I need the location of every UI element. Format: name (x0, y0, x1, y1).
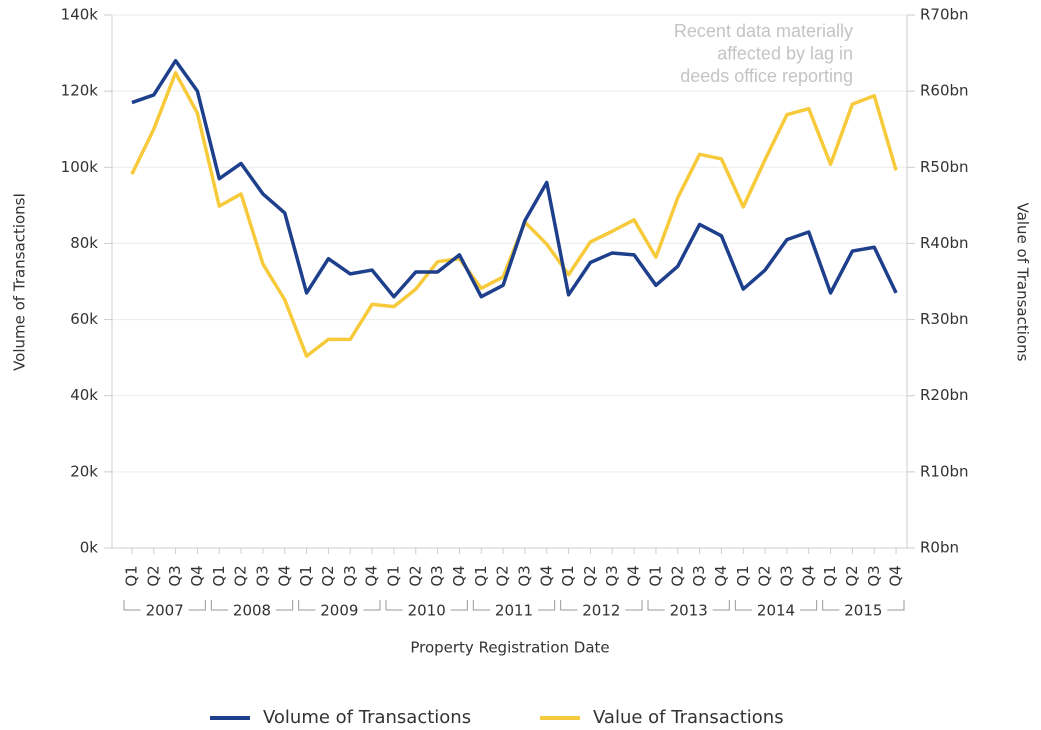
x-tick-label: Q1 (472, 565, 490, 586)
x-tick-label: Q3 (603, 565, 621, 586)
y2-tick-label: R30bn (920, 310, 969, 328)
year-label: 2012 (582, 602, 620, 620)
x-tick-label: Q3 (166, 565, 184, 586)
x-tick-label: Q3 (515, 565, 533, 586)
y2-tick-label: R70bn (920, 6, 969, 24)
x-tick-label: Q4 (625, 565, 643, 586)
year-label: 2009 (320, 602, 358, 620)
year-bracket (472, 600, 556, 611)
x-tick-label: Q4 (450, 565, 468, 586)
annotation: deeds office reporting (680, 66, 853, 86)
year-bracket (822, 600, 905, 611)
x-axis-label: Property Registration Date (410, 639, 609, 657)
y2-tick-label: R20bn (920, 386, 969, 404)
x-tick-label: Q2 (494, 565, 512, 586)
annotation: affected by lag in (717, 43, 853, 63)
year-label: 2014 (757, 602, 795, 620)
series-line (131, 58, 898, 299)
y2-tick-label: R40bn (920, 234, 969, 252)
y-tick-label: 0k (80, 539, 99, 557)
year-label: 2007 (146, 602, 184, 620)
x-tick-label: Q2 (668, 565, 686, 586)
x-tick-label: Q3 (341, 565, 359, 586)
legend-label: Value of Transactions (593, 707, 784, 728)
x-tick-label: Q1 (384, 565, 402, 586)
x-tick-label: Q4 (887, 565, 905, 586)
year-bracket (210, 600, 294, 611)
x-tick-label: Q2 (581, 565, 599, 586)
year-bracket (298, 600, 381, 611)
y-tick-label: 100k (61, 158, 99, 176)
x-tick-label: Q1 (297, 565, 315, 586)
y2-tick-label: R0bn (920, 539, 959, 557)
x-tick-label: Q4 (188, 565, 206, 586)
x-tick-label: Q4 (712, 565, 730, 586)
x-tick-label: Q2 (843, 565, 861, 586)
year-label: 2011 (495, 602, 533, 620)
x-tick-label: Q1 (210, 565, 228, 586)
y2-tick-label: R10bn (920, 462, 969, 480)
y-tick-label: 80k (70, 234, 98, 252)
y-tick-label: 20k (70, 462, 98, 480)
x-tick-label: Q1 (734, 565, 752, 586)
x-tick-label: Q3 (428, 565, 446, 586)
year-bracket (734, 600, 818, 611)
year-bracket (123, 600, 206, 611)
x-tick-label: Q3 (690, 565, 708, 586)
x-tick-label: Q4 (275, 565, 293, 586)
x-tick-label: Q1 (559, 565, 577, 586)
y2-tick-label: R60bn (920, 82, 969, 100)
series-line (130, 71, 898, 358)
year-label: 2015 (844, 602, 882, 620)
y2-axis-label: Value of Transactions (1014, 203, 1032, 362)
legend-label: Volume of Transactions (263, 707, 471, 728)
x-tick-label: Q3 (253, 565, 271, 586)
x-tick-label: Q4 (363, 565, 381, 586)
y-tick-label: 60k (70, 310, 98, 328)
annotation: Recent data materially (674, 21, 853, 41)
year-label: 2008 (233, 602, 271, 620)
x-tick-label: Q2 (232, 565, 250, 586)
y-tick-label: 140k (61, 6, 99, 24)
year-bracket (385, 600, 468, 611)
x-tick-label: Q2 (144, 565, 162, 586)
x-tick-label: Q4 (799, 565, 817, 586)
x-tick-label: Q3 (777, 565, 795, 586)
year-label: 2010 (408, 602, 446, 620)
year-bracket (647, 600, 730, 611)
x-tick-label: Q2 (406, 565, 424, 586)
x-tick-label: Q1 (122, 565, 140, 586)
year-label: 2013 (670, 602, 708, 620)
x-tick-label: Q4 (537, 565, 555, 586)
y-tick-label: 120k (61, 82, 99, 100)
x-tick-label: Q1 (646, 565, 664, 586)
y-tick-label: 40k (70, 386, 98, 404)
y-axis-label: Volume of TransactionsI (11, 193, 29, 371)
y2-tick-label: R50bn (920, 158, 969, 176)
x-tick-label: Q3 (865, 565, 883, 586)
x-tick-label: Q2 (319, 565, 337, 586)
x-tick-label: Q1 (821, 565, 839, 586)
x-tick-label: Q2 (756, 565, 774, 586)
year-bracket (560, 600, 643, 611)
